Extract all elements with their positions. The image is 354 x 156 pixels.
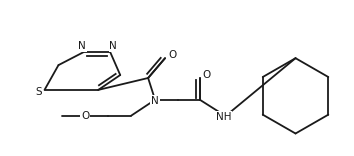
Text: O: O [203, 70, 211, 80]
Text: S: S [35, 87, 42, 97]
Text: N: N [151, 96, 159, 106]
Text: N: N [109, 41, 117, 51]
Text: NH: NH [216, 112, 232, 122]
Text: N: N [79, 41, 86, 51]
Text: O: O [81, 111, 90, 121]
Text: O: O [168, 50, 176, 60]
